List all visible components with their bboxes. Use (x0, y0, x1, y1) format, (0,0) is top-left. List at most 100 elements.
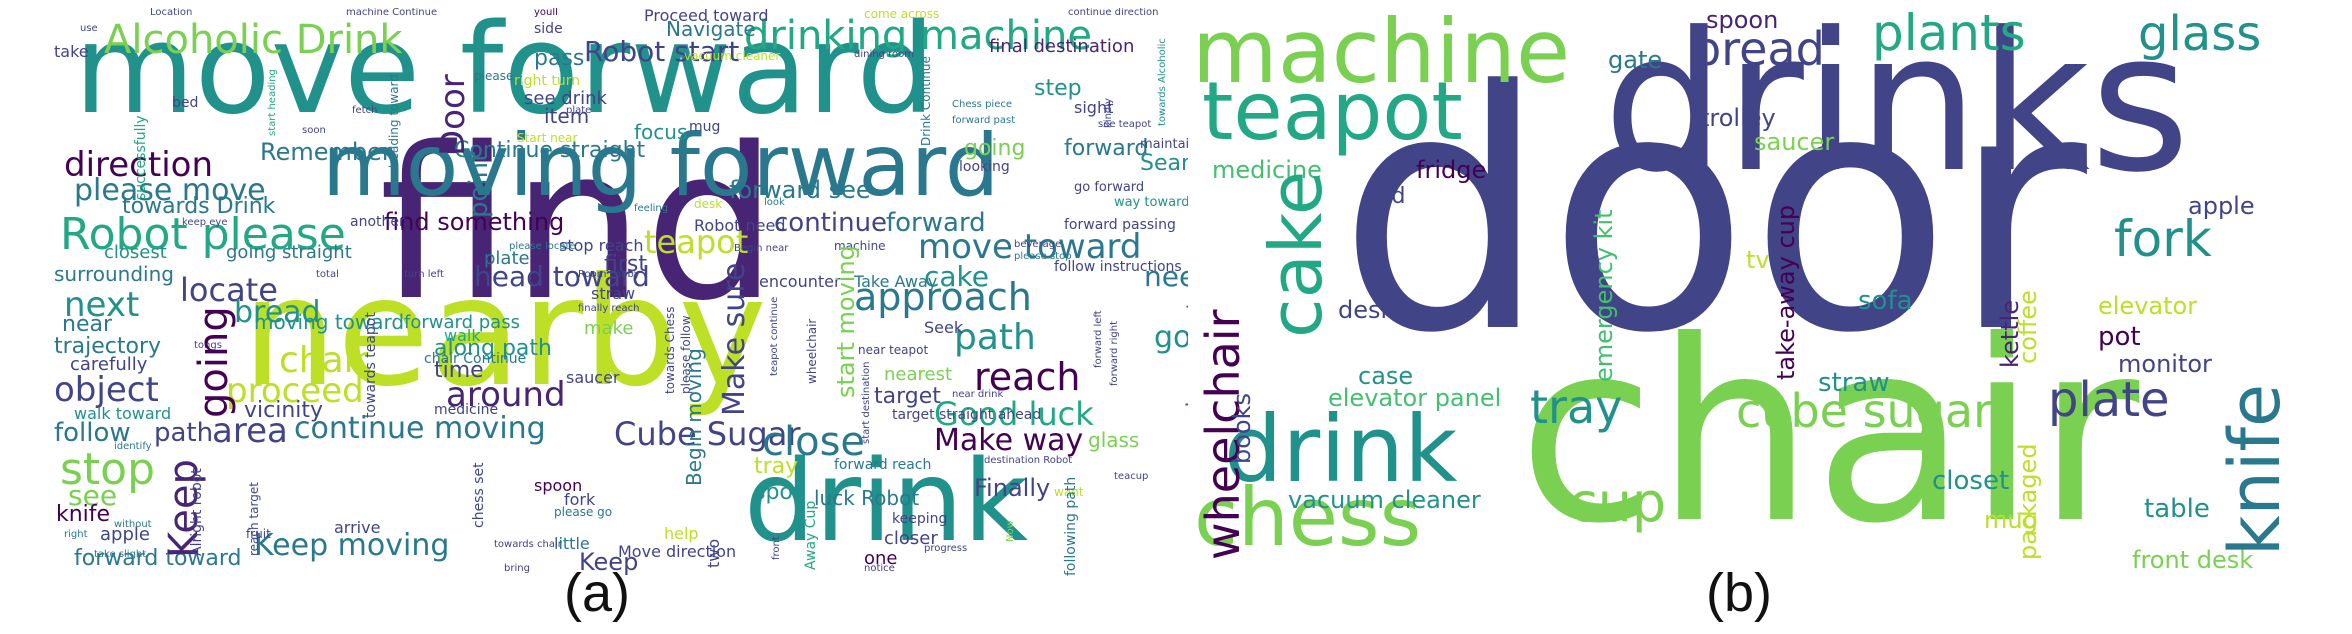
cloud-word: stop (60, 444, 156, 495)
cloud-word: arrive (334, 518, 381, 537)
cloud-word: plate (566, 105, 592, 116)
cloud-word: start moving (832, 245, 860, 398)
cloud-word: target straight ahead (892, 407, 1042, 423)
cloud-word: help (664, 524, 699, 543)
cloud-word: focus (634, 120, 688, 144)
cloud-word: sight (1074, 98, 1114, 117)
cloud-word: finally reach (578, 303, 640, 314)
cloud-word: sofa (1858, 286, 1913, 316)
cloud-word: forward (886, 208, 986, 238)
cloud-word: nearest (884, 364, 953, 385)
cloud-word: Robot start (584, 35, 740, 68)
cloud-word: Robot please (60, 209, 346, 260)
cloud-word: tongs (194, 340, 222, 351)
cloud-word: forward (1064, 136, 1149, 161)
cloud-word: teapot continue (769, 296, 780, 376)
cloud-word: straw (1818, 368, 1890, 398)
cloud-word: luck Robot (814, 486, 920, 510)
cloud-word: closet (1932, 466, 2010, 496)
cloud-word: one (864, 548, 898, 569)
cloud-word: Take Away (854, 272, 938, 291)
cloud-word: follow (54, 418, 131, 448)
cloud-word: Door (433, 74, 473, 156)
cloud-word: books (1228, 392, 1256, 464)
cloud-word: pass (534, 46, 585, 71)
cloud-word: follow instructions (1054, 259, 1182, 275)
cloud-word: find something (384, 208, 565, 236)
cloud-word: teacup (1114, 471, 1149, 482)
cloud-word: wheelchair (805, 318, 819, 384)
cloud-word: fetch (352, 105, 378, 116)
cloud-word: encounter (759, 272, 841, 291)
cloud-word: find (379, 102, 778, 347)
cloud-word: plants (1872, 8, 2026, 62)
word-cloud-a: find move forward nearby moving forward drin… (54, 8, 1202, 576)
cloud-word: Away Cup (803, 500, 819, 570)
cloud-word: Chess piece (952, 99, 1012, 110)
cloud-word: notice (864, 563, 895, 574)
cloud-word: apple (100, 524, 150, 545)
cloud-word: emergency kit (1590, 209, 1618, 382)
cloud-word: see teapot (1098, 119, 1152, 130)
cloud-word: Cube Sugar (614, 415, 801, 453)
cloud-word: Finally (974, 474, 1051, 502)
cloud-word: monitor (2118, 350, 2212, 378)
cloud-word: Continue straight (454, 138, 646, 163)
cloud-word: keeping (892, 511, 948, 527)
cloud-word: drink (744, 437, 1029, 567)
cloud-word: please stop (1014, 251, 1072, 262)
cloud-word: please follow (679, 315, 693, 394)
cloud-word: moving forward (322, 116, 1000, 216)
cloud-word: tray (754, 454, 799, 479)
cloud-word: take slight (94, 549, 147, 560)
cloud-word: youll (534, 8, 558, 18)
cloud-word: going straight (226, 242, 352, 263)
cloud-word: way toward (1114, 195, 1190, 210)
cloud-word: Start near (517, 131, 578, 145)
cloud-word: first (604, 252, 647, 277)
cloud-word: soon (302, 125, 326, 136)
cloud-word: chair Continue (424, 351, 527, 367)
cloud-word: cake (1254, 170, 1338, 338)
cloud-word: cube sugar (1736, 384, 1992, 438)
cloud-word: see (68, 479, 118, 512)
cloud-word: Begin near (734, 243, 789, 254)
cloud-word: saucer (1754, 128, 1835, 156)
caption-b: (b) (1706, 563, 1772, 623)
cloud-word: side (534, 21, 563, 37)
cloud-word: spoon (534, 476, 583, 495)
cloud-word: progress (924, 543, 968, 554)
cloud-word: direction (64, 145, 213, 185)
cloud-word: Seek (924, 318, 964, 337)
cloud-word: spot (754, 480, 802, 505)
cloud-word: chess set (471, 462, 487, 528)
cloud-word: locate (180, 271, 278, 309)
cloud-word: mug (689, 119, 721, 135)
cloud-word: keep eye (182, 217, 228, 228)
cloud-word: step (1034, 76, 1082, 101)
cloud-word: plate (2048, 372, 2170, 428)
cloud-word: next (64, 285, 140, 325)
cloud-word: gate (1608, 46, 1663, 74)
cloud-word: front (771, 536, 782, 560)
cloud-word: beverage (1014, 239, 1062, 250)
cloud-word: go forward (1074, 180, 1145, 195)
cloud-word: please move (74, 173, 266, 208)
cloud-word: Now (1005, 520, 1016, 542)
cloud-word: forward left (1093, 310, 1104, 368)
cloud-word: near drink (952, 389, 1004, 400)
cloud-word: fridge (1416, 156, 1487, 184)
cloud-word: move toward (918, 227, 1142, 267)
cloud-word: vicinity (244, 398, 324, 423)
cloud-word: time (434, 358, 484, 383)
cloud-word: successfully (133, 115, 149, 200)
cloud-word: near teapot (858, 343, 929, 357)
cloud-word: drinks (1603, 8, 2191, 215)
cloud-word: fork (564, 490, 596, 509)
caption-a: (a) (564, 563, 630, 623)
cloud-word: spoon (1706, 8, 1779, 34)
cloud-word: medicine (1212, 156, 1322, 184)
cloud-word: Make sure (717, 262, 752, 416)
cloud-word: closest (104, 242, 167, 263)
cloud-word: turn left (404, 269, 444, 280)
